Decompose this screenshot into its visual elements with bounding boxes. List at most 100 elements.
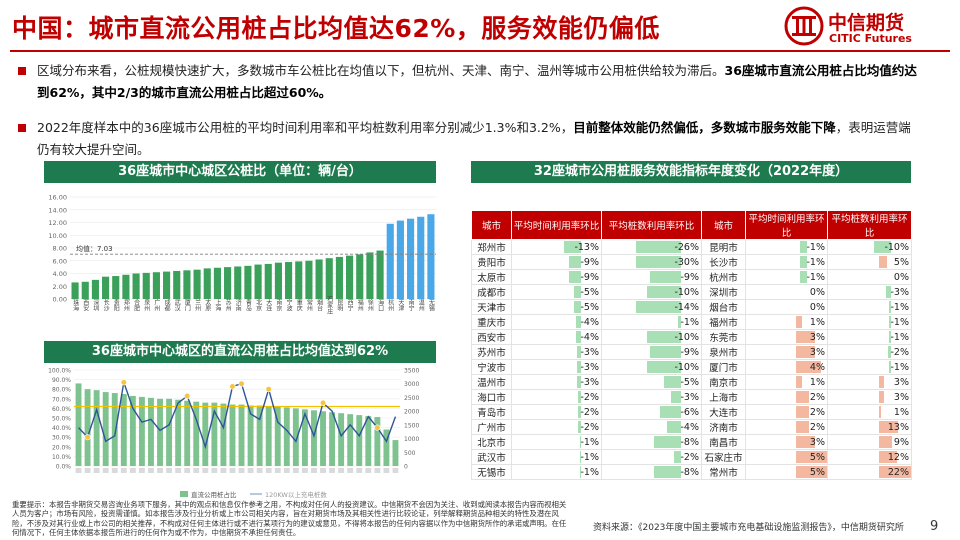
c2-ytick-label: 30.0% [52, 435, 71, 442]
c2-bar [129, 395, 136, 466]
c1-ytick-label: 12.00 [48, 219, 67, 227]
c1-xtick-label: 昆明 [336, 299, 343, 312]
c2-ytick-label: 90.0% [52, 377, 71, 384]
c2-legend-label: 直流公用桩占比 [191, 490, 237, 499]
c2-legend-swatch-bar [180, 491, 188, 497]
c1-xtick-label: 海口 [377, 298, 384, 312]
metric-value: -1% [806, 271, 826, 283]
metric-value: -10% [674, 331, 699, 343]
city-cell: 贵阳市 [471, 254, 512, 270]
metric-value: -1% [806, 241, 826, 253]
metric-value: -2% [580, 421, 600, 433]
metric-cell: -1% [511, 449, 602, 465]
bullet-1-bold: 36座城市直流公用桩占比均值约达到62%，其中2/3的城市直流公用桩占比超过60… [37, 63, 917, 100]
metric-cell: 9% [827, 434, 912, 450]
c2-ytick-label: 10.0% [52, 454, 71, 461]
metric-value: -4% [580, 316, 600, 328]
metric-cell: 2% [745, 404, 828, 420]
metric-cell: -3% [511, 344, 602, 360]
metric-value: 4% [809, 361, 825, 373]
metric-value: -5% [580, 286, 600, 298]
negative-bar [578, 391, 581, 403]
negative-bar [799, 271, 807, 283]
city-cell: 上海市 [701, 389, 746, 405]
metric-cell: 2% [745, 389, 828, 405]
c1-xtick-label: 上海 [214, 298, 221, 312]
positive-bar [796, 346, 815, 358]
c2-marker [265, 386, 272, 393]
c2-xtick-placeholder [93, 468, 100, 473]
table-row: 太原市 -9% -9% 杭州市 -1% 0% [471, 269, 912, 285]
city-cell: 青岛市 [471, 404, 512, 420]
c2-ytick-label: 80.0% [52, 387, 71, 394]
negative-bar [577, 376, 581, 388]
table-row: 青岛市 -2% -6% 大连市 2% 1% [471, 404, 912, 420]
metric-value: -3% [680, 391, 700, 403]
city-cell: 苏州市 [471, 344, 512, 360]
c1-bar [356, 254, 364, 299]
metric-value: -2% [580, 406, 600, 418]
positive-bar [796, 331, 815, 343]
c2-marker [184, 392, 191, 400]
c1-bar [173, 270, 181, 299]
metric-value: -1% [580, 436, 600, 448]
negative-bar [799, 241, 807, 253]
metric-value: -3% [580, 346, 600, 358]
c1-bar [203, 268, 211, 299]
c2-bar [383, 429, 390, 466]
c2-xtick-placeholder [292, 468, 299, 473]
c1-ytick-label: 8.00 [53, 245, 67, 253]
c1-bar [234, 266, 242, 299]
negative-bar [650, 271, 681, 283]
metric-cell: 12% [827, 449, 912, 465]
c2-y2tick-label: 2000 [404, 409, 419, 416]
city-cell: 昆明市 [701, 239, 746, 255]
c1-ytick-label: 16.00 [48, 194, 67, 202]
c1-xtick-label: 温州 [417, 298, 424, 311]
c2-xtick-placeholder [102, 468, 109, 473]
city-cell: 西安市 [471, 329, 512, 345]
c1-xtick-label: 烟台 [316, 298, 323, 312]
city-cell: 烟台市 [701, 299, 746, 315]
negative-bar [874, 241, 891, 253]
efficiency-column-header: 平均桩数利用率环比 [601, 210, 702, 240]
metric-value: -8% [680, 436, 700, 448]
c2-xtick-placeholder [75, 468, 82, 473]
negative-bar [650, 346, 681, 358]
negative-bar [636, 241, 681, 253]
negative-bar [636, 301, 681, 313]
c2-bar [274, 406, 281, 466]
c1-bar [91, 279, 99, 299]
positive-bar [879, 376, 884, 388]
metric-cell: 3% [827, 389, 912, 405]
bullet-1-text: 区域分布来看，公桩规模快速扩大，多数城市车公桩比在均值以下，但杭州、天津、南宁、… [37, 63, 725, 78]
c2-bar [301, 409, 308, 466]
city-cell: 成都市 [471, 284, 512, 300]
city-cell: 东莞市 [701, 329, 746, 345]
metric-value: 3% [809, 436, 825, 448]
metric-value: -9% [680, 271, 700, 283]
efficiency-column-header: 平均时间利用率环比 [745, 210, 828, 240]
table-row: 天津市 -5% -14% 烟台市 0% -1% [471, 299, 912, 315]
city-cell: 重庆市 [471, 314, 512, 330]
table-row: 海口市 -2% -3% 上海市 2% 3% [471, 389, 912, 405]
c2-xtick-placeholder [365, 468, 372, 473]
c1-bar [366, 252, 374, 299]
city-cell: 无锡市 [471, 464, 512, 480]
c2-bar [311, 410, 317, 466]
c2-xtick-placeholder [274, 468, 281, 473]
c1-xtick-label: 宁波 [285, 298, 292, 312]
c1-xtick-label: 泉州 [143, 298, 150, 311]
c2-bar [157, 398, 163, 466]
c1-xtick-label: 太原 [204, 298, 211, 311]
c1-bar [244, 265, 252, 299]
c2-bar [238, 404, 245, 466]
city-cell: 厦门市 [701, 359, 746, 375]
negative-bar [889, 331, 891, 343]
metric-cell: 0% [745, 299, 828, 315]
c1-ytick-label: 2.00 [53, 283, 67, 291]
c2-marker [374, 424, 381, 431]
c2-xtick-placeholder [111, 468, 118, 473]
c1-bar [142, 272, 150, 299]
metric-cell: -3% [601, 389, 702, 405]
